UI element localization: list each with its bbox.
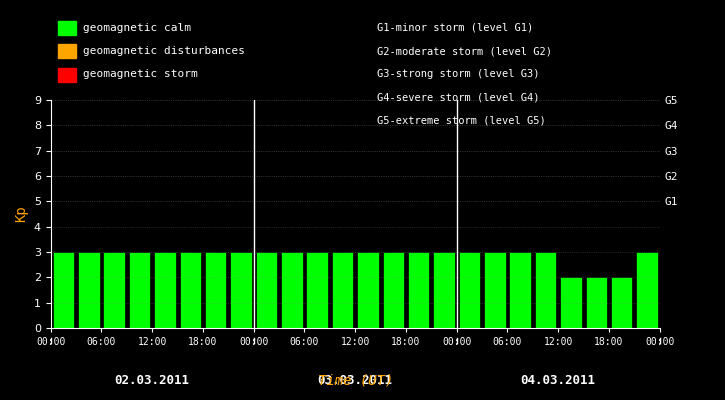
Bar xyxy=(205,252,226,328)
Bar xyxy=(484,252,505,328)
Bar xyxy=(332,252,353,328)
Bar xyxy=(357,252,378,328)
Bar xyxy=(434,252,455,328)
Text: Time (UT): Time (UT) xyxy=(318,373,393,387)
Bar xyxy=(53,252,74,328)
Text: G4-severe storm (level G4): G4-severe storm (level G4) xyxy=(377,93,539,103)
Bar xyxy=(256,252,277,328)
Bar xyxy=(637,252,658,328)
Text: 02.03.2011: 02.03.2011 xyxy=(115,374,190,386)
Bar xyxy=(307,252,328,328)
Bar xyxy=(78,252,99,328)
Bar xyxy=(129,252,150,328)
Text: geomagnetic disturbances: geomagnetic disturbances xyxy=(83,46,245,56)
Bar xyxy=(459,252,480,328)
Bar xyxy=(611,277,632,328)
Text: 04.03.2011: 04.03.2011 xyxy=(521,374,596,386)
Text: G3-strong storm (level G3): G3-strong storm (level G3) xyxy=(377,69,539,79)
Bar xyxy=(180,252,201,328)
Text: geomagnetic calm: geomagnetic calm xyxy=(83,23,191,33)
Bar xyxy=(510,252,531,328)
Bar xyxy=(231,252,252,328)
Bar xyxy=(586,277,607,328)
Text: G2-moderate storm (level G2): G2-moderate storm (level G2) xyxy=(377,46,552,56)
Bar xyxy=(560,277,581,328)
Y-axis label: Kp: Kp xyxy=(14,206,28,222)
Bar xyxy=(383,252,404,328)
Bar xyxy=(104,252,125,328)
Bar xyxy=(154,252,175,328)
Bar xyxy=(535,252,556,328)
Text: G1-minor storm (level G1): G1-minor storm (level G1) xyxy=(377,23,534,33)
Text: 03.03.2011: 03.03.2011 xyxy=(318,374,393,386)
Text: G5-extreme storm (level G5): G5-extreme storm (level G5) xyxy=(377,116,546,126)
Bar xyxy=(408,252,429,328)
Bar xyxy=(281,252,302,328)
Text: geomagnetic storm: geomagnetic storm xyxy=(83,69,198,79)
